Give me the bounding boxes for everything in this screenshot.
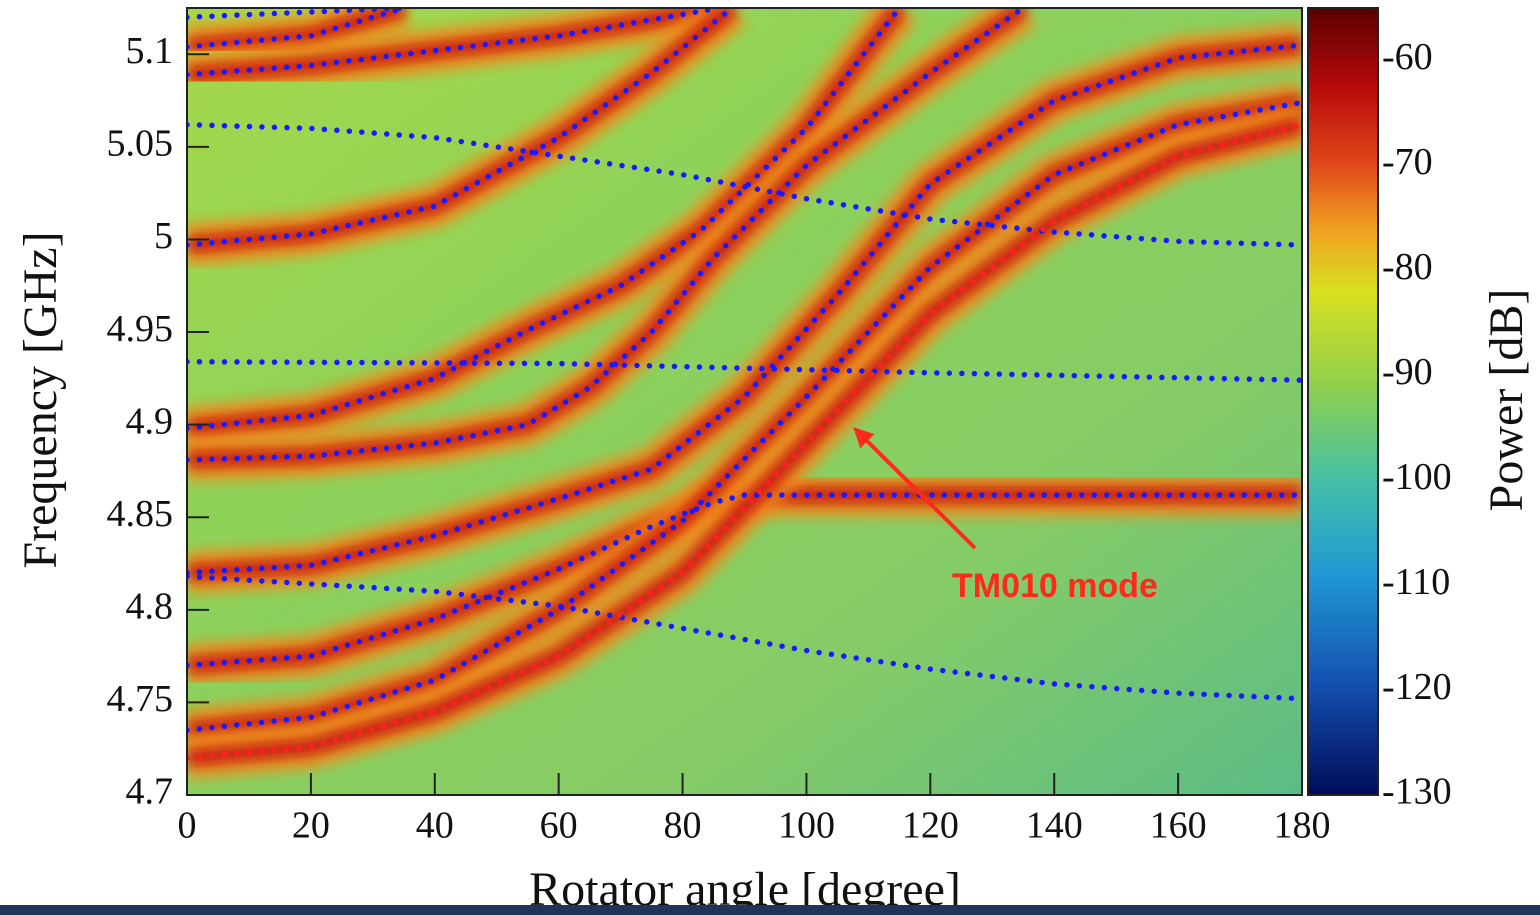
annotation-arrow xyxy=(853,427,977,550)
y-tick-label: 5.1 xyxy=(126,30,174,72)
mode-curve xyxy=(187,121,1302,761)
colorbar-tick-label: -70 xyxy=(1382,141,1433,183)
bottom-strip xyxy=(0,905,1540,915)
mode-curve xyxy=(187,573,1302,702)
y-tick-label: 5.05 xyxy=(107,123,174,165)
y-tick-label: 4.85 xyxy=(107,493,174,535)
mode-curves xyxy=(187,8,1302,761)
x-tick-label: 80 xyxy=(664,805,702,847)
mode-curve xyxy=(187,8,407,50)
colorbar-tick-label: -120 xyxy=(1382,666,1452,708)
y-tick-label: 5 xyxy=(154,215,173,257)
y-tick-label: 4.9 xyxy=(126,400,174,442)
colorbar-tick-label: -130 xyxy=(1382,771,1452,813)
axes: 0 20 40 60 80 100 120 140 160 180 4.7 4.75 4.8 4.85 4.… xyxy=(107,30,1452,847)
y-tick-label: 4.7 xyxy=(126,771,174,813)
mode-curve xyxy=(187,492,1302,669)
colorbar xyxy=(1307,7,1379,796)
x-tick-label: 20 xyxy=(292,805,330,847)
x-tick-label: 120 xyxy=(902,805,959,847)
colorbar-tick-label: -60 xyxy=(1382,36,1433,78)
x-tick-label: 0 xyxy=(178,805,197,847)
x-tick-label: 60 xyxy=(540,805,578,847)
plot-frame xyxy=(186,7,1303,796)
resonance-band xyxy=(187,38,1302,580)
colorbar-tick-label: -80 xyxy=(1382,246,1433,288)
mode-curve xyxy=(187,99,1302,733)
colorbar-tick-label: -90 xyxy=(1382,351,1433,393)
y-tick-label: 4.75 xyxy=(107,678,174,720)
y-axis-label: Frequency [GHz] xyxy=(14,231,67,568)
mode-curve xyxy=(187,8,1026,463)
y-tick-label: 4.95 xyxy=(107,308,174,350)
mode-curve xyxy=(187,8,407,21)
x-tick-label: 140 xyxy=(1026,805,1083,847)
x-tick-label: 40 xyxy=(416,805,454,847)
colorbar-tick-label: -110 xyxy=(1382,561,1450,603)
mode-curve xyxy=(187,8,723,78)
x-tick-label: 100 xyxy=(778,805,835,847)
annotation: TM010 mode xyxy=(952,567,1158,605)
colorbar-label: Power [dB] xyxy=(1480,289,1533,512)
mode-curve xyxy=(187,358,1302,383)
y-tick-label: 4.8 xyxy=(126,586,174,628)
x-tick-label: 160 xyxy=(1150,805,1207,847)
mode-curve xyxy=(187,8,903,432)
mode-curve xyxy=(187,8,735,248)
colorbar-tick-label: -100 xyxy=(1382,456,1452,498)
mode-curve xyxy=(187,121,1302,248)
x-tick-label: 180 xyxy=(1274,805,1331,847)
